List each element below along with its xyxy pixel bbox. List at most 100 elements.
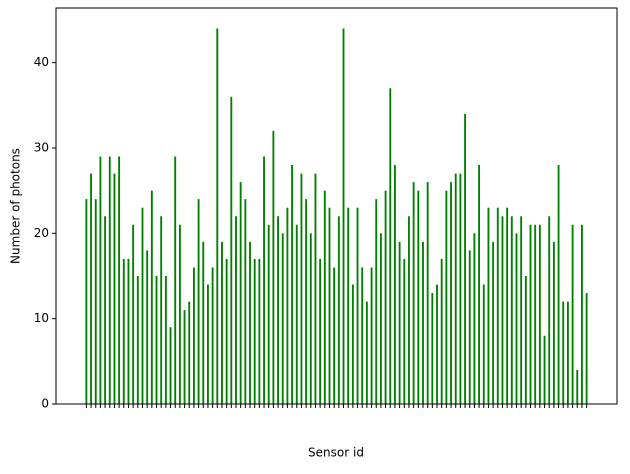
y-tick-label: 0	[41, 397, 49, 411]
bar	[202, 241, 205, 404]
bar	[524, 275, 527, 404]
bar	[361, 267, 364, 404]
bar	[183, 310, 186, 404]
y-tick-label: 10	[34, 311, 49, 325]
bar	[571, 224, 574, 404]
bar	[347, 207, 350, 404]
bar	[136, 275, 139, 404]
bar	[356, 207, 359, 404]
bar	[141, 207, 144, 404]
bar	[450, 182, 452, 404]
bar	[160, 216, 163, 404]
bar	[562, 301, 565, 404]
y-tick-label: 20	[34, 226, 49, 240]
bar	[197, 199, 200, 404]
bar	[384, 190, 387, 404]
bar	[225, 258, 228, 404]
bar	[164, 275, 167, 404]
bar	[249, 241, 251, 404]
bar	[566, 301, 569, 404]
bar	[501, 216, 504, 404]
bar	[529, 224, 532, 404]
bar	[258, 258, 261, 404]
bar	[118, 156, 121, 404]
y-axis-label: Number of photons	[9, 148, 23, 264]
bar	[319, 258, 322, 404]
bar	[104, 216, 107, 404]
bar	[291, 165, 294, 404]
bar	[309, 233, 312, 404]
bar	[496, 207, 499, 404]
bar	[146, 250, 149, 404]
bar	[132, 224, 135, 404]
plot-frame	[55, 7, 618, 405]
bar	[581, 224, 583, 404]
bar	[408, 216, 410, 404]
bar	[365, 301, 368, 404]
bar	[244, 199, 247, 404]
bar	[127, 258, 130, 404]
bar	[314, 173, 317, 404]
bar	[286, 207, 289, 404]
bar	[155, 275, 158, 404]
bar	[454, 173, 457, 404]
bar	[323, 190, 326, 404]
bar	[337, 216, 340, 404]
bar	[351, 284, 354, 404]
bar	[235, 216, 237, 404]
bar	[333, 267, 336, 404]
bar	[178, 224, 181, 404]
bar	[192, 267, 195, 404]
bar	[211, 267, 214, 404]
bar	[468, 250, 471, 404]
y-tick-label: 40	[34, 55, 49, 69]
bar	[305, 199, 308, 404]
bar	[538, 224, 541, 404]
bar	[272, 130, 275, 404]
bar	[487, 207, 490, 404]
bar	[552, 241, 555, 404]
bar	[230, 96, 233, 405]
bar	[221, 241, 223, 404]
bar	[576, 369, 579, 404]
bar	[277, 216, 279, 404]
bar	[440, 258, 443, 404]
bar	[85, 199, 88, 404]
bar	[99, 156, 102, 404]
bar	[520, 216, 523, 404]
bar	[464, 113, 466, 405]
bar	[431, 293, 434, 404]
bar	[150, 190, 153, 404]
bar	[422, 241, 424, 404]
bar	[300, 173, 303, 404]
bar	[436, 284, 438, 404]
bar	[375, 199, 378, 404]
bar	[94, 199, 97, 404]
bar	[253, 258, 256, 404]
bar	[426, 182, 429, 404]
bar	[473, 233, 476, 404]
bar	[370, 267, 373, 404]
bar	[394, 165, 396, 404]
bar	[239, 182, 242, 404]
bar	[459, 173, 462, 404]
bar	[482, 284, 485, 404]
bar	[585, 293, 588, 404]
bar	[90, 173, 92, 404]
bar	[389, 88, 392, 405]
bar	[478, 165, 481, 404]
bar	[113, 173, 116, 404]
bar	[122, 258, 125, 404]
bar	[515, 233, 518, 404]
bar	[295, 224, 298, 404]
bar	[267, 224, 270, 404]
bar	[534, 224, 537, 404]
bar	[379, 233, 382, 404]
bar	[169, 327, 172, 404]
bar	[417, 190, 420, 404]
bar	[188, 301, 191, 404]
bar	[492, 241, 495, 404]
bar	[328, 207, 331, 404]
bar	[510, 216, 513, 404]
